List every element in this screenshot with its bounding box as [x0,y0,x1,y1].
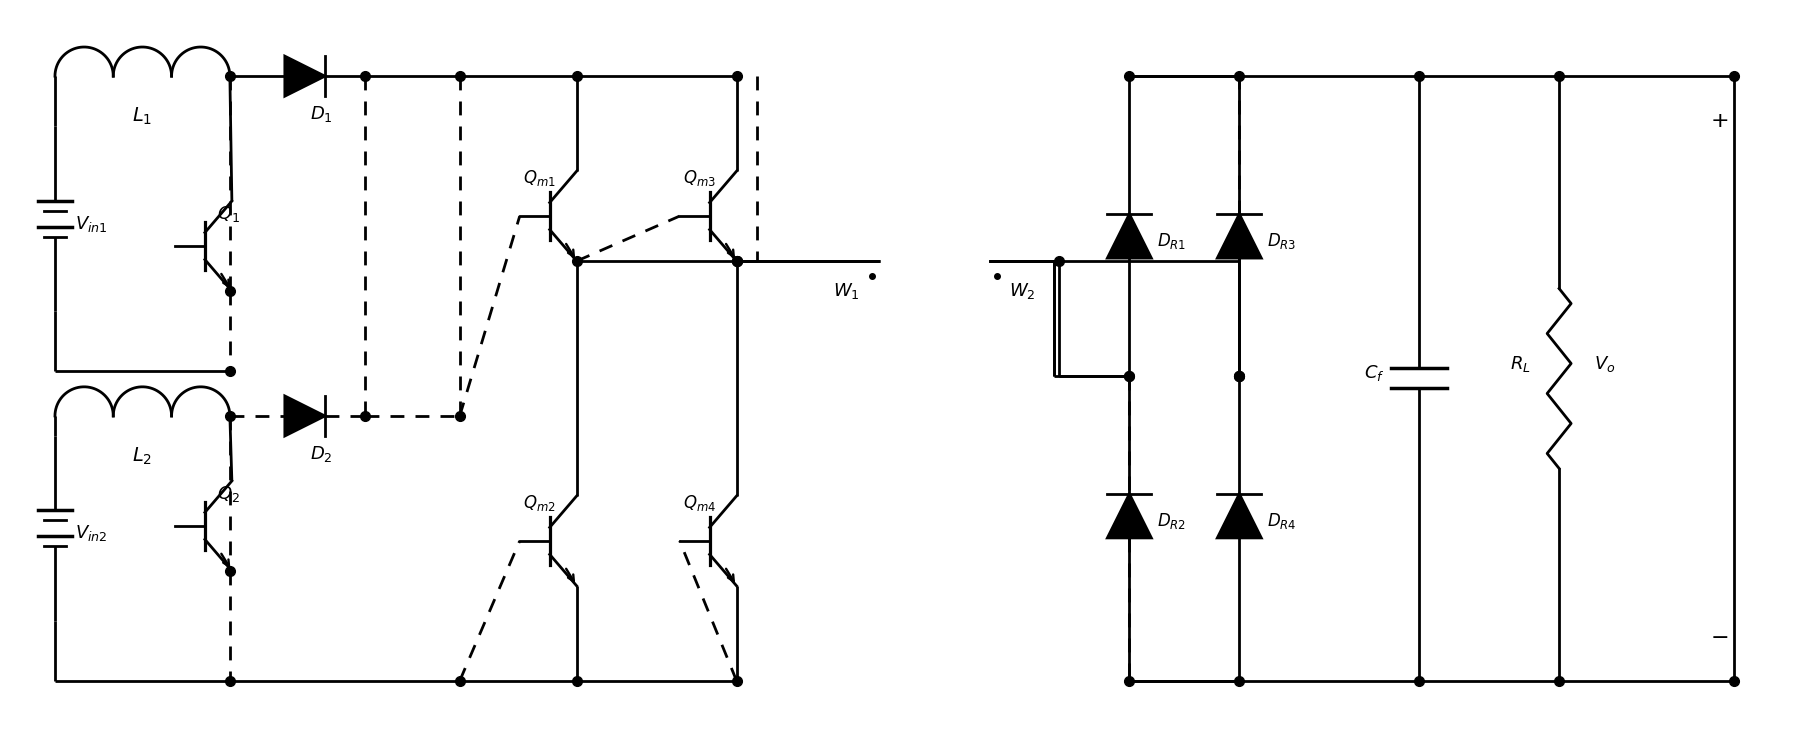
Polygon shape [284,396,325,436]
Text: $-$: $-$ [1708,626,1728,646]
Text: $V_{in1}$: $V_{in1}$ [76,213,108,234]
Text: $Q_1$: $Q_1$ [218,204,239,224]
Text: $Q_{m1}$: $Q_{m1}$ [523,168,556,188]
Text: $V_{in2}$: $V_{in2}$ [76,523,108,543]
Polygon shape [1217,494,1260,538]
Polygon shape [1108,494,1151,538]
Text: $D_2$: $D_2$ [309,444,333,464]
Text: $Q_{m2}$: $Q_{m2}$ [523,493,556,513]
Text: $Q_{m4}$: $Q_{m4}$ [683,493,716,513]
Text: $R_L$: $R_L$ [1510,354,1530,374]
Text: $L_2$: $L_2$ [133,446,153,467]
Polygon shape [284,56,325,96]
Text: $W_2$: $W_2$ [1009,281,1036,301]
Text: $Q_{m3}$: $Q_{m3}$ [683,168,716,188]
Text: $D_{R3}$: $D_{R3}$ [1266,231,1296,251]
Text: $D_{R1}$: $D_{R1}$ [1156,231,1187,251]
Text: $D_1$: $D_1$ [309,104,333,124]
Text: $L_1$: $L_1$ [133,106,153,127]
Polygon shape [1108,214,1151,258]
Polygon shape [1217,214,1260,258]
Text: $D_{R2}$: $D_{R2}$ [1156,511,1187,531]
Text: $D_{R4}$: $D_{R4}$ [1266,511,1296,531]
Text: $Q_2$: $Q_2$ [218,484,239,504]
Text: $C_f$: $C_f$ [1363,363,1383,384]
Text: $W_1$: $W_1$ [832,281,859,301]
Text: $+$: $+$ [1708,111,1728,131]
Text: $V_o$: $V_o$ [1593,354,1615,374]
